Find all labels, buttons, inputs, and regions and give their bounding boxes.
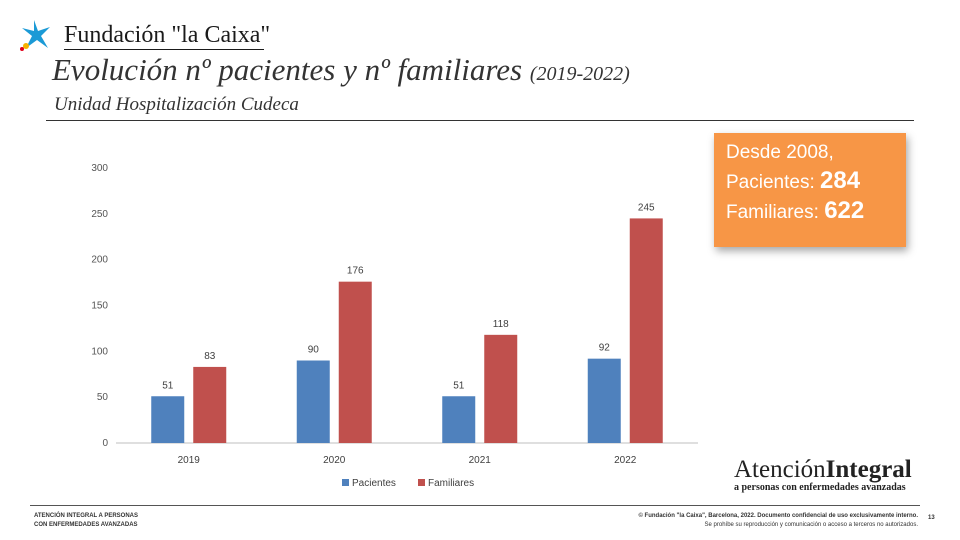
slide-subtitle: Unidad Hospitalización Cudeca: [54, 94, 299, 115]
y-tick-label: 300: [91, 163, 108, 174]
callout-familiares-label: Familiares:: [726, 202, 819, 223]
data-label: 118: [493, 319, 509, 330]
atencion-integral-brand: AtenciónIntegral a personas con enfermed…: [734, 456, 924, 493]
bar-familiares-2022: [629, 218, 663, 443]
bar-familiares-2021: [484, 334, 518, 443]
footer-left-line2: CON ENFERMEDADES AVANZADAS: [34, 522, 138, 528]
slide-title-main: Evolución nº pacientes y nº familiares: [52, 52, 523, 87]
y-tick-label: 100: [91, 346, 108, 357]
footer-copyright: © Fundación "la Caixa", Barcelona, 2022.…: [638, 512, 918, 530]
logo-underline: [64, 49, 264, 50]
y-tick-label: 200: [91, 255, 108, 266]
y-tick-label: 50: [97, 392, 109, 403]
bar-chart: 0 50 100 150 200 250 300 51 83 2019 90 176 2020 51 118…: [91, 163, 698, 489]
callout-since-text: Desde 2008,: [726, 142, 834, 163]
data-label: 92: [599, 343, 611, 354]
callout-pacientes-label: Pacientes:: [726, 172, 815, 193]
callout-pacientes-value: 284: [820, 167, 861, 194]
bar-pacientes-2021: [442, 396, 476, 443]
bar-familiares-2020: [338, 281, 372, 443]
footer-left-line1: ATENCIÓN INTEGRAL A PERSONAS: [34, 513, 139, 519]
y-tick-label: 250: [91, 209, 108, 220]
slide-title: Evolución nº pacientes y nº familiares (…: [52, 52, 630, 88]
x-tick-label: 2019: [178, 455, 201, 466]
y-tick-label: 150: [91, 301, 108, 312]
logo-text: Fundación "la Caixa": [64, 22, 271, 48]
footer-divider: [30, 505, 920, 506]
brand-title-bold: Integral: [825, 456, 912, 483]
brand-title-light: Atención: [734, 456, 826, 483]
title-divider: [46, 120, 914, 121]
legend-swatch-familiares: [418, 479, 425, 486]
callout-familiares-value: 622: [824, 197, 865, 224]
brand-title: AtenciónIntegral: [734, 456, 924, 484]
page-number: 13: [928, 515, 935, 521]
footer-copyright-line1: © Fundación "la Caixa", Barcelona, 2022.…: [638, 513, 918, 519]
data-label: 245: [638, 202, 655, 213]
data-label: 51: [162, 380, 174, 391]
footer-copyright-line2: Se prohíbe su reproducción y comunicació…: [704, 522, 918, 528]
y-tick-label: 0: [102, 438, 108, 449]
data-label: 83: [204, 351, 216, 362]
legend-label: Familiares: [428, 478, 474, 489]
legend-label: Pacientes: [352, 478, 396, 489]
fundacion-la-caixa-logo: Fundación "la Caixa": [20, 18, 270, 52]
legend-swatch-pacientes: [342, 479, 349, 486]
x-tick-label: 2022: [614, 455, 637, 466]
data-label: 90: [308, 345, 320, 356]
la-caixa-star-icon: [20, 20, 50, 51]
bar-pacientes-2020: [296, 360, 330, 443]
summary-callout: Desde 2008, Pacientes: 284 Familiares: 6…: [714, 133, 906, 247]
x-tick-label: 2021: [469, 455, 492, 466]
x-tick-label: 2020: [323, 455, 346, 466]
footer-program-name: ATENCIÓN INTEGRAL A PERSONAS CON ENFERME…: [34, 512, 138, 530]
data-label: 176: [347, 266, 364, 277]
slide-title-years: (2019-2022): [529, 63, 630, 85]
bar-pacientes-2022: [587, 358, 621, 443]
bar-familiares-2019: [193, 366, 227, 443]
bar-pacientes-2019: [151, 396, 185, 443]
data-label: 51: [453, 380, 465, 391]
brand-subtitle: a personas con enfermedades avanzadas: [734, 482, 906, 493]
callout-pacientes-row: Pacientes: 284: [726, 167, 906, 197]
callout-familiares-row: Familiares: 622: [726, 197, 906, 227]
